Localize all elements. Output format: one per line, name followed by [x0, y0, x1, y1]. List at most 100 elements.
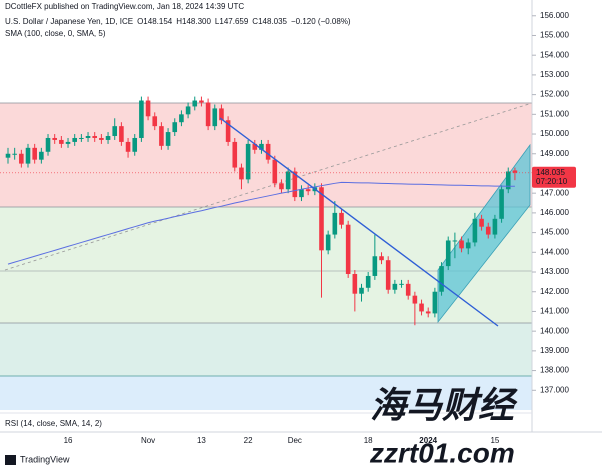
zone-blue: [0, 376, 532, 410]
candle-body: [332, 212, 338, 235]
candle-body: [159, 126, 164, 146]
y-tick-label: 142.000: [540, 287, 569, 296]
candle-body: [185, 106, 191, 115]
candle-body: [212, 108, 218, 127]
candle-body: [292, 171, 298, 198]
candle-body: [12, 153, 17, 155]
candle-body: [52, 137, 57, 140]
candle-body: [239, 167, 244, 180]
candle-body: [299, 189, 304, 198]
candle-body: [165, 132, 171, 146]
candle-body: [72, 137, 77, 142]
candle-body: [79, 137, 84, 139]
symbol-title: U.S. Dollar / Japanese Yen, 1D, ICE: [5, 17, 133, 26]
quote-value: −0.120 (−0.08%): [291, 17, 351, 26]
candle-body: [172, 122, 178, 133]
y-tick-label: 150.000: [540, 129, 569, 138]
candle-body: [39, 151, 44, 160]
candle-body: [319, 187, 324, 251]
candle-body: [192, 100, 198, 107]
y-tick-label: 153.000: [540, 70, 569, 79]
candle-body: [285, 171, 291, 190]
x-tick-label: 2024: [419, 436, 437, 445]
y-tick-label: 138.000: [540, 366, 569, 375]
x-tick-label: 18: [364, 436, 373, 445]
candle-body: [225, 120, 231, 142]
candle-body: [512, 170, 518, 173]
candle-body: [25, 147, 31, 164]
y-tick-label: 156.000: [540, 11, 569, 20]
candle-body: [112, 126, 118, 137]
watermark: zzrt01.com: [369, 437, 515, 468]
candle-body: [405, 283, 411, 296]
quote-value: C148.035: [252, 17, 287, 26]
candle-body: [265, 143, 271, 160]
rsi-label: RSI (14, close, SMA, 14, 2): [5, 419, 102, 428]
candle-body: [379, 256, 384, 261]
candle-body: [459, 240, 464, 249]
sma-line: [7, 181, 515, 265]
candle-body: [232, 141, 238, 168]
candle-body: [499, 189, 504, 219]
indicator-label: SMA (100, close, 0, SMA, 5): [5, 29, 106, 38]
candle-body: [339, 212, 344, 225]
candle-body: [392, 283, 398, 290]
candle-body: [259, 143, 264, 150]
x-tick-label: 22: [244, 436, 253, 445]
candle-body: [5, 153, 11, 158]
candle-body: [205, 102, 211, 127]
y-tick-label: 141.000: [540, 307, 569, 316]
y-tick-label: 137.000: [540, 385, 569, 394]
candle-body: [505, 171, 511, 190]
y-tick-label: 147.000: [540, 188, 569, 197]
y-tick-label: 149.000: [540, 149, 569, 158]
x-tick-label: Dec: [288, 436, 302, 445]
candle-body: [492, 218, 498, 235]
candle-body: [445, 240, 451, 267]
candle-body: [19, 153, 24, 164]
price-label-box: [532, 166, 576, 188]
publisher: DCottleFX published on TradingView.com, …: [5, 2, 244, 11]
y-tick-label: 152.000: [540, 90, 569, 99]
candle-body: [365, 275, 371, 288]
candle-body: [279, 183, 284, 190]
candle-body: [245, 143, 251, 180]
candle-body: [152, 116, 158, 127]
candle-body: [32, 147, 37, 160]
quote-value: O148.154: [137, 17, 173, 26]
candle-body: [85, 136, 91, 138]
candle-body: [325, 234, 331, 251]
countdown-label: 07:20:10: [536, 177, 568, 186]
y-tick-label: 145.000: [540, 228, 569, 237]
candle-body: [272, 159, 278, 184]
y-tick-label: 139.000: [540, 346, 569, 355]
x-tick-label: Nov: [141, 436, 155, 445]
y-tick-label: 151.000: [540, 109, 569, 118]
zone-teal: [0, 323, 532, 376]
candle-body: [359, 287, 364, 294]
candle-body: [432, 291, 438, 314]
candle-body: [439, 266, 444, 292]
candle-body: [65, 141, 71, 144]
candle-body: [385, 260, 391, 290]
candle-body: [145, 100, 151, 117]
candle-body: [485, 226, 491, 235]
brand-logo: [5, 455, 16, 465]
x-tick-label: 15: [490, 436, 499, 445]
candle-body: [105, 136, 111, 140]
brand: TradingView: [20, 454, 70, 464]
candle-body: [452, 240, 458, 242]
candle-body: [199, 100, 204, 103]
candle-body: [125, 141, 131, 152]
trendline: [219, 117, 499, 327]
candle-body: [472, 218, 478, 243]
candle-body: [399, 283, 404, 285]
candle-body: [92, 136, 98, 138]
y-tick-label: 143.000: [540, 267, 569, 276]
candle-body: [132, 137, 138, 152]
candle-body: [465, 242, 471, 249]
watermark: 海马财经: [370, 385, 518, 426]
channel: [437, 143, 531, 324]
candle-body: [425, 311, 431, 314]
